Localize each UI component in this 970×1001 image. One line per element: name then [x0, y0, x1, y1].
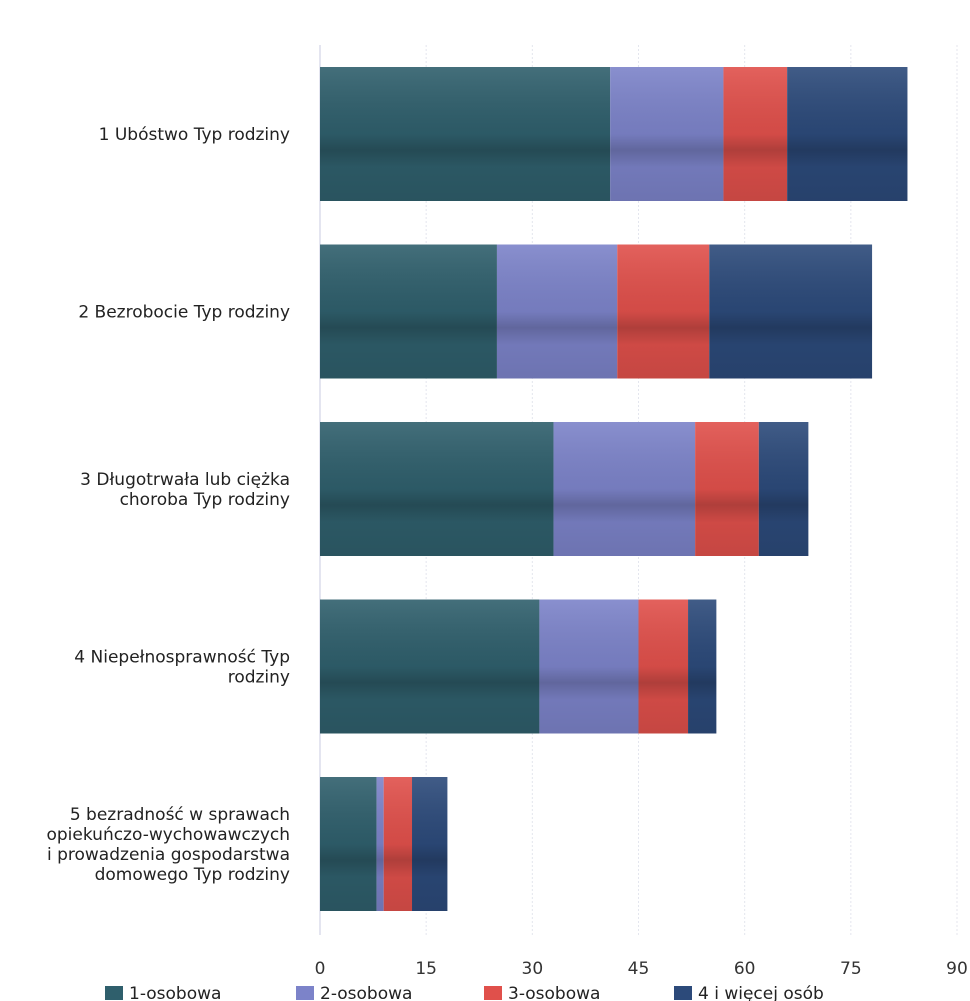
legend-label: 3-osobowa	[508, 984, 600, 1001]
bar-segment	[376, 777, 384, 911]
bar-segment	[709, 244, 873, 379]
category-label: 1 Ubóstwo Typ rodziny	[99, 125, 290, 145]
bar-segment	[320, 422, 554, 556]
legend-label: 4 i więcej osób	[698, 984, 824, 1001]
bar-segment	[496, 244, 618, 379]
bar-segment	[320, 599, 540, 734]
x-tick-label: 75	[840, 959, 862, 979]
bar-segment	[723, 67, 788, 201]
legend-swatch	[674, 986, 692, 1000]
category-label-line: i prowadzenia gospodarstwa	[47, 845, 290, 865]
x-tick-label: 15	[415, 959, 437, 979]
legend-swatch	[296, 986, 314, 1000]
legend-item: 1-osobowa	[105, 984, 221, 1001]
bar-segment	[553, 422, 696, 556]
category-label-line: 5 bezradność w sprawach	[70, 805, 290, 825]
bar-segment	[320, 67, 611, 201]
category-label-line: 4 Niepełnosprawność Typ	[74, 648, 290, 668]
legend-item: 4 i więcej osób	[674, 984, 824, 1001]
legend-swatch	[105, 986, 123, 1000]
bar-area	[320, 67, 908, 911]
category-label: 3 Długotrwała lub ciężka choroba Typ rodz…	[80, 470, 290, 510]
bar-segment	[758, 422, 809, 556]
bar-segment	[320, 777, 377, 911]
legend-item: 3-osobowa	[484, 984, 600, 1001]
category-label-line: 1 Ubóstwo Typ rodziny	[99, 125, 290, 145]
x-tick-label: 45	[628, 959, 650, 979]
bar-segment	[787, 67, 908, 201]
bar-segment	[320, 244, 497, 379]
category-label-line: opiekuńczo-wychowawczych	[46, 825, 290, 845]
bar-segment	[539, 599, 639, 734]
legend-swatch	[484, 986, 502, 1000]
legend-label: 2-osobowa	[320, 984, 412, 1001]
bar-segment	[610, 67, 724, 201]
category-labels: 1 Ubóstwo Typ rodziny 2 Bezrobocie Typ ro…	[46, 125, 290, 885]
x-tick-label: 90	[946, 959, 968, 979]
x-tick-label: 60	[734, 959, 756, 979]
category-label-line: rodziny	[228, 668, 290, 688]
category-label: 4 Niepełnosprawność Typ rodziny	[74, 648, 290, 688]
bar-segment	[695, 422, 759, 556]
legend-label: 1-osobowa	[129, 984, 221, 1001]
bar-segment	[617, 244, 710, 379]
x-tick-label: 0	[315, 959, 326, 979]
legend: 1-osobowa 2-osobowa 3-osobowa 4 i więcej os…	[105, 984, 824, 1001]
category-label: 5 bezradność w sprawach opiekuńczo-wychow…	[46, 805, 290, 885]
category-label-line: 3 Długotrwała lub ciężka	[80, 470, 290, 490]
bar-segment	[638, 599, 689, 734]
category-label-line: 2 Bezrobocie Typ rodziny	[78, 303, 290, 323]
bar-segment	[383, 777, 413, 911]
category-label: 2 Bezrobocie Typ rodziny	[78, 303, 290, 323]
x-tick-label: 30	[522, 959, 544, 979]
bar-segment	[688, 599, 717, 734]
category-label-line: domowego Typ rodziny	[95, 865, 290, 885]
bar-segment	[412, 777, 448, 911]
x-axis-ticks: 0 15 30 45 60 75 90	[315, 959, 968, 979]
legend-item: 2-osobowa	[296, 984, 412, 1001]
category-label-line: choroba Typ rodziny	[120, 490, 290, 510]
